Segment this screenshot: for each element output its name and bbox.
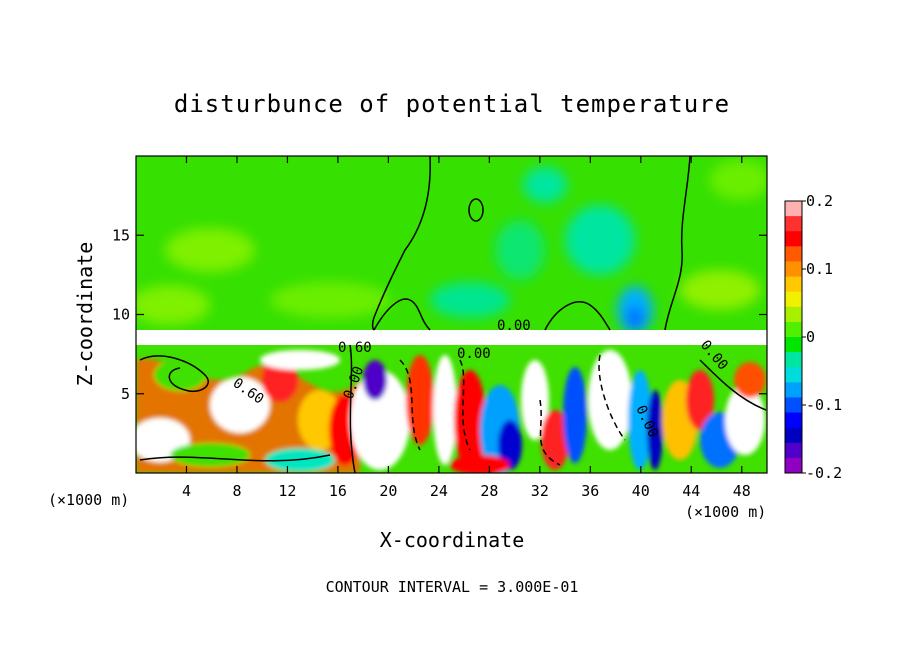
colorbar-swatch — [785, 442, 802, 459]
upper-field-blobs — [136, 160, 767, 334]
colorbar-swatch — [785, 397, 802, 414]
colorbar-tick-label: -0.2 — [806, 464, 842, 482]
colorbar-swatch — [785, 276, 802, 293]
contour-interval: CONTOUR INTERVAL = 3.000E-01 — [326, 578, 579, 596]
x-axis: 4 8 12 16 20 24 28 32 36 40 44 48 — [182, 156, 751, 500]
colorbar: 0.2 0.1 0 -0.1 -0.2 — [784, 192, 842, 482]
y-axis-label: Z-coordinate — [73, 242, 97, 387]
colorbar-swatch — [785, 201, 802, 217]
colorbar-swatch — [785, 367, 802, 383]
plot-area: 0.60 0.00 0.00 0.00 0.60 0.00 0.00 — [136, 156, 767, 473]
y-tick-label: 15 — [112, 226, 130, 244]
colorbar-swatch — [785, 412, 802, 429]
colorbar-swatch — [785, 427, 802, 444]
lower-field-eddies — [136, 350, 766, 473]
x-tick-label: 40 — [632, 482, 650, 500]
colorbar-tick-label: -0.1 — [806, 396, 842, 414]
colorbar-swatch — [785, 231, 802, 247]
x-tick-label: 4 — [182, 482, 191, 500]
contour-label: 0.00 — [497, 318, 531, 334]
layer-band — [136, 330, 767, 345]
y-axis: 5 10 15 — [112, 226, 767, 403]
colorbar-swatch — [785, 216, 802, 232]
colorbar-swatch — [785, 306, 802, 323]
colorbar-swatch — [785, 337, 802, 353]
colorbar-swatch — [785, 382, 802, 398]
x-unit-right: (×1000 m) — [685, 503, 766, 521]
colorbar-swatch — [785, 246, 802, 262]
x-axis-label: X-coordinate — [380, 528, 525, 552]
x-tick-label: 48 — [733, 482, 751, 500]
colorbar-tick-label: 0.1 — [806, 260, 833, 278]
colorbar-swatch — [785, 321, 802, 338]
contour-label: 0.00 — [457, 346, 491, 362]
x-unit-left: (×1000 m) — [48, 491, 129, 509]
chart-title: disturbunce of potential temperature — [174, 90, 730, 118]
x-tick-label: 16 — [329, 482, 347, 500]
x-tick-label: 28 — [480, 482, 498, 500]
colorbar-swatch — [785, 352, 802, 368]
contour-lines — [139, 156, 767, 473]
colorbar-tick-label: 0 — [806, 328, 815, 346]
colorbar-swatch — [785, 457, 802, 474]
colorbar-swatch — [785, 261, 802, 278]
x-tick-label: 44 — [682, 482, 700, 500]
contour-label: 0.60 — [338, 340, 372, 356]
x-tick-label: 36 — [581, 482, 599, 500]
x-tick-label: 24 — [430, 482, 448, 500]
colorbar-tick-label: 0.2 — [806, 192, 833, 210]
x-tick-label: 20 — [379, 482, 397, 500]
x-tick-label: 8 — [232, 482, 241, 500]
x-tick-label: 12 — [278, 482, 296, 500]
y-tick-label: 5 — [121, 385, 130, 403]
y-tick-label: 10 — [112, 306, 130, 324]
x-tick-label: 32 — [531, 482, 549, 500]
colorbar-swatch — [785, 291, 802, 308]
